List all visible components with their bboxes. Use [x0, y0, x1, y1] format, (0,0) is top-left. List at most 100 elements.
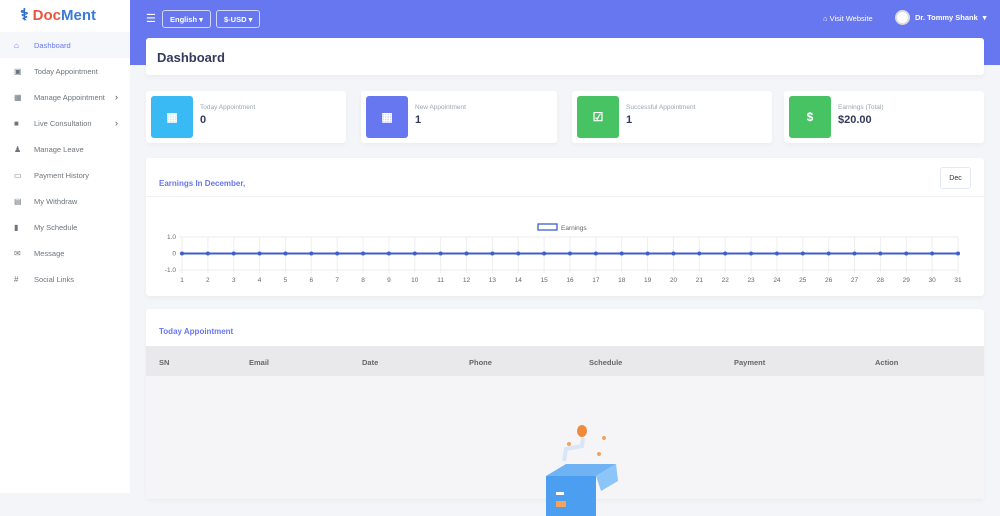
data-point: [852, 251, 857, 256]
logo[interactable]: ⚕ DocMent: [0, 0, 130, 30]
hashtag-icon: #: [14, 274, 19, 284]
credit-card-icon: ▭: [14, 170, 22, 180]
empty-state: [146, 376, 984, 516]
user-name: Dr. Tommy Shank: [915, 13, 978, 22]
x-tick-label: 25: [799, 277, 807, 284]
calendar-icon: ▦: [151, 96, 193, 138]
sidebar-item-label: Payment History: [34, 170, 90, 180]
stat-label: Earnings (Total): [838, 104, 884, 111]
language-dropdown[interactable]: English ▾: [162, 10, 211, 28]
data-point: [930, 251, 935, 256]
stat-card-new-appointment: ▦ New Appointment 1: [361, 91, 557, 143]
stat-value: 0: [200, 114, 207, 126]
data-point: [386, 251, 391, 256]
x-tick-label: 16: [566, 277, 574, 284]
stat-label: Today Appointment: [200, 104, 256, 111]
hamburger-menu-icon[interactable]: ☰: [146, 13, 156, 25]
column-header-phone: Phone: [469, 358, 492, 367]
user-minus-icon: ♟: [14, 144, 22, 154]
sidebar-item-label: My Withdraw: [34, 196, 78, 206]
sidebar-item-today-appointment[interactable]: ▣ Today Appointment: [0, 58, 130, 84]
x-tick-label: 18: [618, 277, 626, 284]
calendar-day-icon: ▣: [14, 66, 22, 76]
earnings-title: Earnings In December,: [159, 179, 246, 188]
stat-card-successful-appointment: ☑ Successful Appointment 1: [572, 91, 772, 143]
month-select-button[interactable]: Dec: [940, 167, 971, 189]
sidebar-item-label: Today Appointment: [34, 66, 98, 76]
stat-label: New Appointment: [415, 104, 466, 111]
sidebar-item-label: Manage Leave: [34, 144, 84, 154]
sidebar-item-manage-leave[interactable]: ♟ Manage Leave: [0, 136, 130, 162]
sidebar-item-social-links[interactable]: # Social Links: [0, 266, 130, 292]
earnings-card: Earnings In December, Dec 1 2 3 4 5 6 7 8 9 10 11 1…: [146, 158, 984, 296]
visit-website-label: Visit Website: [829, 14, 873, 23]
data-point: [593, 251, 598, 256]
column-header-email: Email: [249, 358, 270, 367]
legend-label: Earnings: [561, 225, 587, 232]
chevron-right-icon: ›: [115, 118, 118, 128]
data-point: [878, 251, 883, 256]
data-point: [412, 251, 417, 256]
x-tick-label: 21: [696, 277, 704, 284]
sidebar-item-message[interactable]: ✉ Message: [0, 240, 130, 266]
sidebar-item-payment-history[interactable]: ▭ Payment History: [0, 162, 130, 188]
envelope-icon: ✉: [14, 248, 21, 258]
x-tick-label: 12: [463, 277, 471, 284]
home-icon: ⌂: [14, 40, 19, 50]
y-tick-label: 1.0: [167, 234, 176, 241]
sidebar-item-dashboard[interactable]: ⌂ Dashboard: [0, 32, 130, 58]
data-point: [361, 251, 366, 256]
sidebar-item-my-schedule[interactable]: ▮ My Schedule: [0, 214, 130, 240]
data-point: [180, 251, 184, 256]
visit-website-link[interactable]: ⌂ Visit Website: [823, 14, 873, 23]
x-tick-label: 27: [851, 277, 859, 284]
data-point: [723, 251, 728, 256]
money-icon: ▤: [14, 196, 22, 206]
sidebar-item-live-consultation[interactable]: ■ Live Consultation ›: [0, 110, 130, 136]
calendar-check-icon: ☑: [577, 96, 619, 138]
data-point: [490, 251, 495, 256]
x-tick-label: 17: [592, 277, 600, 284]
data-point: [438, 251, 443, 256]
chevron-right-icon: ›: [115, 92, 118, 102]
x-tick-label: 19: [644, 277, 652, 284]
sidebar-item-manage-appointment[interactable]: ▦ Manage Appointment ›: [0, 84, 130, 110]
data-point: [568, 251, 572, 256]
x-tick-label: 20: [670, 277, 678, 284]
sidebar-item-my-withdraw[interactable]: ▤ My Withdraw: [0, 188, 130, 214]
x-tick-label: 7: [335, 277, 339, 284]
data-point: [464, 251, 469, 256]
empty-box-illustration: [546, 425, 618, 516]
brand-name-2: Ment: [61, 6, 96, 24]
today-appointment-title: Today Appointment: [159, 327, 234, 336]
stat-label: Successful Appointment: [626, 104, 696, 111]
data-point: [309, 251, 314, 256]
clipboard-icon: ▮: [14, 222, 19, 232]
caduceus-icon: ⚕: [20, 7, 29, 24]
sidebar-item-label: Dashboard: [34, 40, 71, 50]
earnings-chart: 1 2 3 4 5 6 7 8 9 10 11 12 13 14 15 16 17 18 19 20 21 22 23 24 2…: [165, 223, 962, 284]
column-header-schedule: Schedule: [589, 358, 623, 367]
x-tick-label: 28: [877, 277, 885, 284]
language-label: English: [170, 14, 198, 24]
currency-dropdown[interactable]: $-USD ▾: [216, 10, 261, 28]
avatar: [895, 10, 910, 25]
x-tick-label: 10: [411, 277, 419, 284]
table-header: SN Email Date Phone Schedule Payment Action: [146, 346, 984, 376]
sidebar-item-label: My Schedule: [34, 222, 78, 232]
data-point: [645, 251, 650, 256]
brand-name-1: Doc: [32, 6, 61, 24]
user-menu[interactable]: Dr. Tommy Shank ▾: [895, 10, 987, 25]
stat-card-today-appointment: ▦ Today Appointment 0: [146, 91, 346, 143]
sidebar-item-label: Manage Appointment: [34, 92, 105, 102]
data-point: [516, 251, 521, 256]
y-tick-label: 0: [172, 251, 176, 258]
column-header-sn: SN: [159, 358, 170, 367]
x-tick-label: 26: [825, 277, 833, 284]
calendar-icon: ▦: [366, 96, 408, 138]
x-tick-label: 9: [387, 277, 391, 284]
stat-value: 1: [626, 114, 633, 126]
x-tick-label: 13: [489, 277, 497, 284]
data-point: [671, 251, 676, 256]
x-tick-label: 29: [903, 277, 911, 284]
